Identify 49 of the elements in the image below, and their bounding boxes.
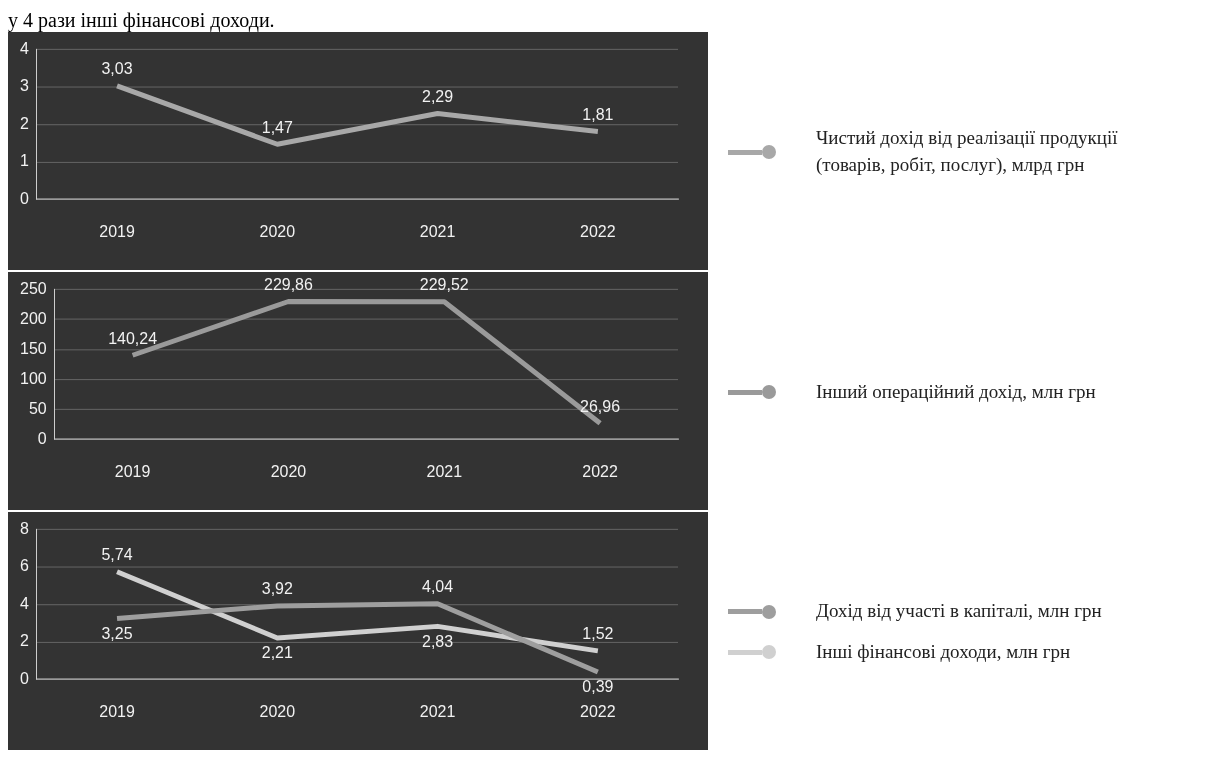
data-label: 2,21 <box>261 644 294 662</box>
x-tick-label: 2021 <box>419 703 456 721</box>
data-label: 1,81 <box>582 106 614 124</box>
x-tick-label: 2021 <box>419 223 456 241</box>
y-tick-label: 8 <box>20 519 30 537</box>
y-tick-label: 200 <box>20 309 47 327</box>
x-tick-label: 2022 <box>580 223 616 241</box>
x-tick-label: 2019 <box>114 463 151 481</box>
y-tick-label: 0 <box>20 669 30 687</box>
x-tick-label: 2022 <box>580 703 616 721</box>
x-tick-label: 2022 <box>582 463 619 481</box>
y-tick-label: 3 <box>20 77 30 95</box>
text: у 4 рази інші фінансові доходи. <box>8 8 276 32</box>
data-label: 4,04 <box>422 578 454 596</box>
x-tick-label: 2019 <box>99 703 135 721</box>
y-tick-label: 2 <box>20 632 30 650</box>
legend-label: Чистий дохід від реалізації продукції (товарів, робіт, послуг), млрд грн <box>816 126 1119 177</box>
legend-label: Інші фінансові доходи, млн грн <box>816 640 1072 664</box>
data-label: 26,96 <box>580 397 621 415</box>
data-label: 5,74 <box>101 546 133 564</box>
y-tick-label: 2 <box>20 114 30 132</box>
y-tick-label: 150 <box>20 339 47 357</box>
data-label: 2,83 <box>422 632 454 650</box>
x-tick-label: 2019 <box>99 223 135 241</box>
data-label: 140,24 <box>108 329 158 347</box>
y-tick-label: 4 <box>20 594 30 612</box>
x-tick-label: 2020 <box>270 463 307 481</box>
data-label: 3,92 <box>261 580 294 598</box>
data-label: 229,86 <box>263 276 314 294</box>
y-tick-label: 50 <box>28 399 47 417</box>
data-label: 3,25 <box>101 624 133 642</box>
data-label: 1,47 <box>261 118 294 136</box>
legend-label: Інший операційний дохід, млн грн <box>816 379 1097 404</box>
y-tick-label: 0 <box>20 189 30 207</box>
y-tick-label: 1 <box>20 152 30 170</box>
x-tick-label: 2020 <box>259 223 296 241</box>
data-label: 1,52 <box>582 625 614 643</box>
data-label: 0,39 <box>582 678 614 696</box>
x-tick-label: 2020 <box>259 703 296 721</box>
y-tick-label: 6 <box>20 557 30 575</box>
data-label: 229,52 <box>419 276 469 294</box>
y-tick-label: 100 <box>20 369 47 387</box>
y-tick-label: 250 <box>20 279 47 297</box>
y-tick-label: 4 <box>20 39 30 57</box>
data-label: 2,29 <box>422 88 454 106</box>
data-label: 3,03 <box>101 60 133 78</box>
x-tick-label: 2021 <box>426 463 463 481</box>
y-tick-label: 0 <box>37 429 47 447</box>
legend-label: Дохід від участі в капіталі, млн грн <box>816 599 1103 624</box>
